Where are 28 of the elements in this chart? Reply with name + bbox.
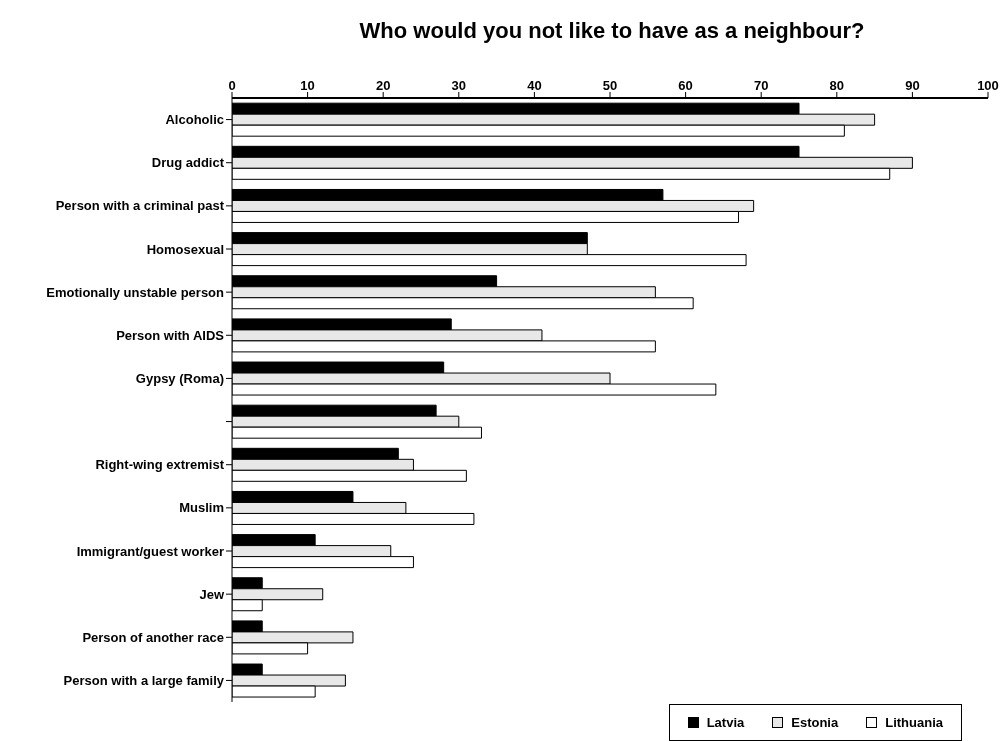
y-tick-label: Jew	[199, 586, 225, 602]
y-tick-label: Person with a large family	[63, 673, 225, 689]
x-tick-label: 100	[977, 78, 999, 93]
y-tick-label: Person with a criminal past	[55, 198, 225, 214]
x-tick-label: 70	[753, 78, 769, 93]
y-tick-label: Emotionally unstable person	[46, 284, 225, 300]
x-tick-label: 0	[228, 78, 236, 93]
x-tick-label: 10	[300, 78, 315, 93]
chart-title: Who would you not like to have as a neighbour?	[358, 18, 866, 44]
y-tick-label: Immigrant/guest worker	[76, 543, 224, 559]
x-tick-label: 60	[678, 78, 693, 93]
legend-label: Lithuania	[885, 715, 943, 730]
y-tick-label: Right-wing extremist	[95, 457, 225, 473]
x-tick-label: 20	[375, 78, 391, 93]
y-tick-label: Person of another race	[82, 629, 224, 645]
y-tick-label: Person with AIDS	[116, 327, 225, 343]
x-tick-label: 90	[905, 78, 920, 93]
y-tick-label: Muslim	[179, 500, 224, 516]
legend-label: Latvia	[706, 715, 745, 730]
x-tick-label: 40	[527, 78, 542, 93]
x-tick-label: 80	[829, 78, 845, 93]
legend-label: Estonia	[791, 715, 839, 730]
x-tick-label: 50	[602, 78, 618, 93]
y-tick-label: Drug addict	[151, 155, 225, 171]
x-tick-label: 30	[451, 78, 467, 93]
y-tick-label: Alcoholic	[165, 112, 224, 128]
y-tick-label: Homosexual	[146, 241, 224, 257]
y-tick-label: Gypsy (Roma)	[135, 371, 224, 387]
